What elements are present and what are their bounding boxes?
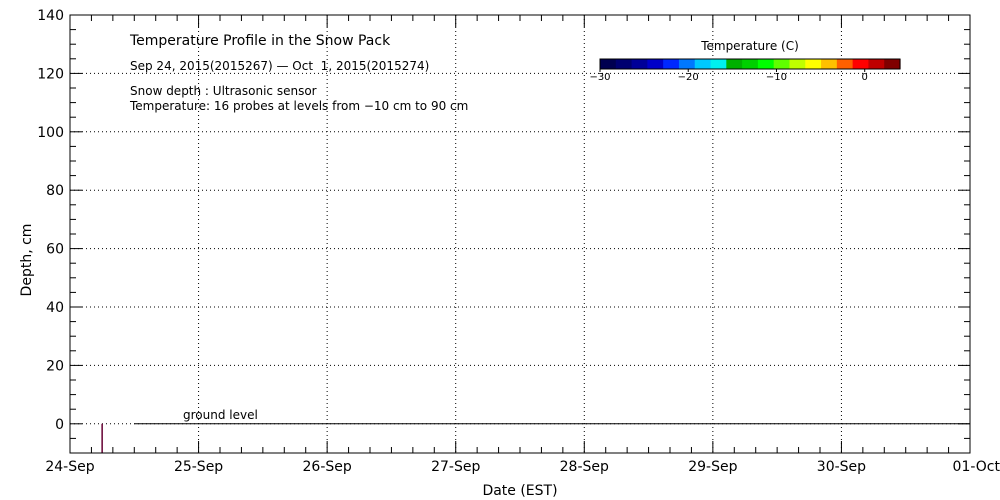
y-tick-label: 80	[46, 183, 64, 199]
x-tick-label: 24-Sep	[45, 459, 94, 475]
x-tick-label: 26-Sep	[303, 459, 352, 475]
colorbar-swatch	[773, 59, 791, 69]
x-tick-label: 28-Sep	[560, 459, 609, 475]
chart-title: Temperature Profile in the Snow Pack	[129, 33, 391, 49]
colorbar-swatch	[868, 59, 885, 69]
y-tick-label: 0	[55, 417, 64, 433]
x-tick-label: 27-Sep	[431, 459, 480, 475]
ground-level-line	[70, 423, 970, 453]
y-tick-label: 120	[37, 66, 64, 82]
colorbar-tick-labels: −30 −20 −10 0	[589, 69, 868, 83]
x-tick-label: 01-Oct	[953, 459, 1000, 475]
ground-level-label: ground level	[183, 408, 258, 422]
colorbar-swatch	[884, 59, 901, 69]
colorbar-swatch	[615, 59, 633, 69]
colorbar-swatch	[757, 59, 775, 69]
x-tick-label: 25-Sep	[174, 459, 223, 475]
colorbar-swatch	[694, 59, 712, 69]
x-tick-label: 29-Sep	[688, 459, 737, 475]
colorbar-swatch	[836, 59, 854, 69]
grid	[70, 15, 970, 453]
axis-ticks	[69, 14, 971, 454]
chart-subtitle: Sep 24, 2015(2015267) — Oct 1, 2015(2015…	[130, 59, 429, 73]
colorbar-swatch	[663, 59, 680, 69]
colorbar-swatch	[821, 59, 838, 69]
colorbar-tick-label: −10	[766, 72, 787, 83]
colorbar-swatch	[805, 59, 822, 69]
colorbar-swatch	[678, 59, 696, 69]
note-snow-depth: Snow depth : Ultrasonic sensor	[130, 84, 317, 98]
colorbar-frame	[599, 58, 901, 70]
y-tick-labels: 0 20 40 60 80 100 120 140	[37, 8, 64, 433]
colorbar-swatch	[710, 59, 727, 69]
y-tick-label: 100	[37, 125, 64, 141]
colorbar-swatch	[647, 59, 664, 69]
colorbar-title: Temperature (C)	[700, 39, 799, 53]
colorbar-tick-label: 0	[862, 72, 868, 83]
y-tick-label: 60	[46, 242, 64, 258]
colorbar	[599, 58, 901, 70]
colorbar-swatch	[600, 59, 617, 69]
colorbar-swatch	[742, 59, 759, 69]
colorbar-swatch	[852, 59, 870, 69]
x-tick-labels: 24-Sep 25-Sep 26-Sep 27-Sep 28-Sep 29-Sep 30-S…	[45, 459, 1000, 475]
note-temperature-probes: Temperature: 16 probes at levels from −1…	[129, 99, 468, 113]
colorbar-tick-label: −30	[589, 72, 610, 83]
colorbar-swatch	[631, 59, 648, 69]
x-axis-label: Date (EST)	[482, 483, 557, 499]
plot-frame	[69, 14, 971, 454]
y-tick-label: 140	[37, 8, 64, 24]
colorbar-swatch	[789, 59, 806, 69]
y-tick-label: 20	[46, 358, 64, 374]
y-axis-label: Depth, cm	[19, 224, 35, 297]
y-tick-label: 40	[46, 300, 64, 316]
x-tick-label: 30-Sep	[817, 459, 866, 475]
colorbar-swatch	[726, 59, 743, 69]
colorbar-tick-label: −20	[678, 72, 699, 83]
